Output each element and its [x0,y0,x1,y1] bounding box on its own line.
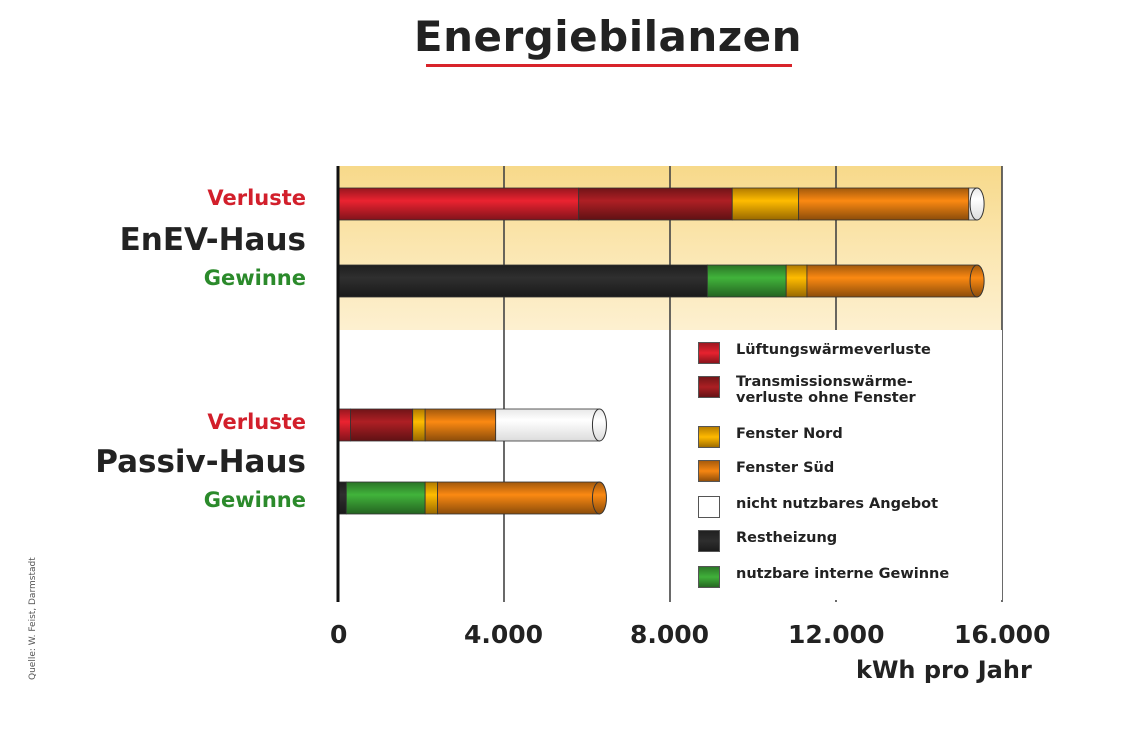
bar-segment [495,408,600,442]
legend-swatch [698,530,720,552]
x-tick-label: 12.000 [788,620,885,649]
bar-segment [337,264,708,298]
title-underline [426,64,792,67]
legend-swatch [698,460,720,482]
legend: Lüftungswärmeverluste Transmissionswärme-… [672,330,1002,600]
passiv-verluste-label: Verluste [207,410,306,434]
legend-label: Fenster Nord [736,426,843,442]
legend-label: nicht nutzbares Angebot [736,496,939,512]
bar-segment [731,187,800,221]
bar-segment [412,408,426,442]
passiv-house-label: Passiv-Haus [95,444,306,480]
bar-segment [337,187,580,221]
bar-end-cap [591,408,607,442]
enev-verluste-label: Verluste [207,186,306,210]
x-tick-label: 16.000 [954,620,1051,649]
legend-label: Lüftungswärmeverluste [736,342,931,358]
bar-segment [350,408,414,442]
bar-segment [337,408,351,442]
legend-label: Transmissionswärme-verluste ohne Fenster [736,374,916,406]
legend-swatch [698,376,720,398]
x-tick-label: 0 [330,620,348,649]
bar-end-cap [969,264,985,298]
legend-label: Restheizung [736,530,838,546]
legend-swatch [698,426,720,448]
enev-gewinne-label: Gewinne [203,266,306,290]
x-tick-label: 8.000 [630,620,710,649]
legend-swatch [698,496,720,518]
bar-segment [424,481,438,515]
passiv-gewinne-label: Gewinne [203,488,306,512]
bar-segment [806,264,978,298]
bar-segment [437,481,600,515]
bar-segment [785,264,808,298]
legend-label: nutzbare interne Gewinne [736,566,950,582]
bar-segment [706,264,787,298]
x-tick-label: 4.000 [464,620,544,649]
legend-label: Fenster Süd [736,460,835,476]
bar-segment [798,187,970,221]
legend-swatch [698,342,720,364]
enev-house-label: EnEV-Haus [119,222,306,258]
bar-end-cap [591,481,607,515]
x-axis-label: kWh pro Jahr [856,656,1032,684]
chart-title: Energiebilanzen [413,12,803,61]
bar-segment [345,481,426,515]
bar-segment [578,187,733,221]
bar-end-cap [969,187,985,221]
legend-swatch [698,566,720,588]
bar-segment [424,408,497,442]
